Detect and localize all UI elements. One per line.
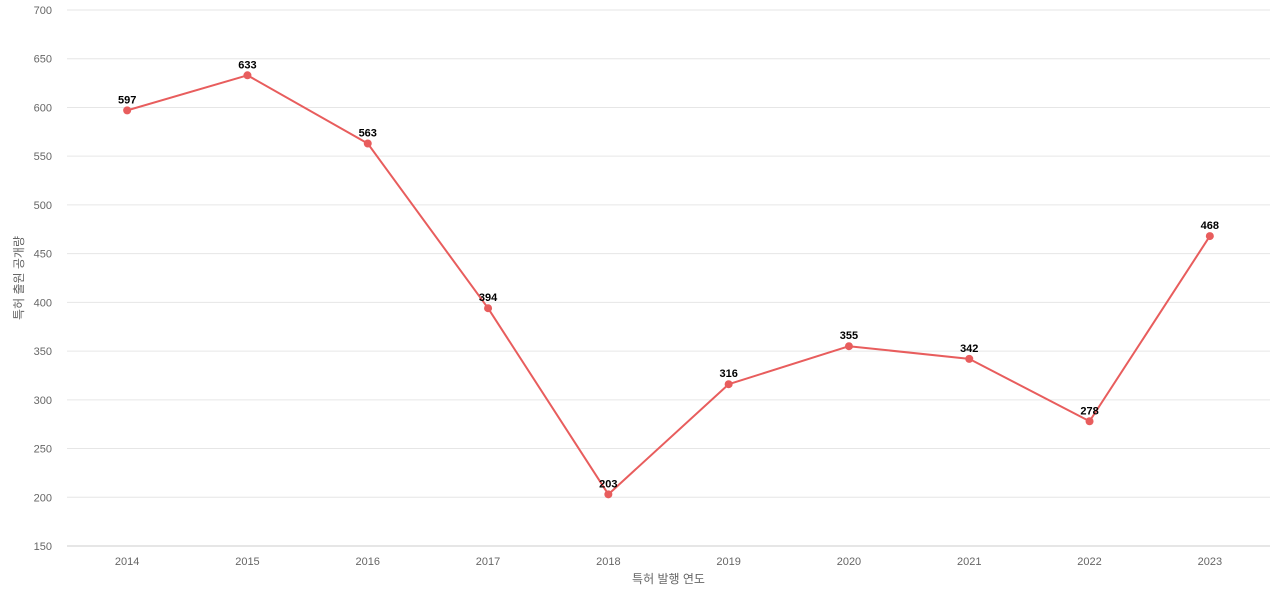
data-label: 633 bbox=[238, 59, 256, 71]
y-tick-label: 350 bbox=[34, 346, 52, 358]
x-tick-label: 2021 bbox=[957, 556, 981, 568]
y-tick-label: 500 bbox=[34, 200, 52, 212]
data-label: 316 bbox=[719, 368, 737, 380]
x-axis-ticks: 2014 2015 2016 2017 2018 2019 2020 2021 2022 2023 bbox=[115, 556, 1222, 568]
x-tick-label: 2014 bbox=[115, 556, 139, 568]
data-label: 278 bbox=[1080, 405, 1098, 417]
data-label: 342 bbox=[960, 343, 978, 355]
data-label: 468 bbox=[1201, 220, 1219, 232]
y-tick-label: 300 bbox=[34, 395, 52, 407]
x-tick-label: 2015 bbox=[235, 556, 259, 568]
data-point[interactable] bbox=[604, 490, 613, 499]
x-tick-label: 2020 bbox=[837, 556, 861, 568]
y-tick-label: 250 bbox=[34, 444, 52, 456]
y-tick-label: 450 bbox=[34, 249, 52, 261]
y-axis-title: 특허 출원 공개량 bbox=[12, 236, 26, 320]
y-tick-label: 650 bbox=[34, 54, 52, 66]
x-tick-label: 2023 bbox=[1198, 556, 1222, 568]
data-point[interactable] bbox=[724, 380, 733, 389]
y-tick-label: 600 bbox=[34, 102, 52, 114]
x-axis-title: 특허 발행 연도 bbox=[632, 571, 705, 586]
data-point[interactable] bbox=[1205, 232, 1214, 241]
data-point[interactable] bbox=[1085, 417, 1094, 426]
y-tick-label: 700 bbox=[34, 5, 52, 17]
data-point[interactable] bbox=[123, 106, 132, 115]
data-label: 563 bbox=[359, 128, 377, 140]
data-point[interactable] bbox=[965, 354, 974, 363]
x-tick-label: 2017 bbox=[476, 556, 500, 568]
x-tick-label: 2019 bbox=[716, 556, 740, 568]
data-point[interactable] bbox=[363, 139, 372, 148]
x-tick-label: 2018 bbox=[596, 556, 620, 568]
data-label: 394 bbox=[479, 292, 498, 304]
data-point[interactable] bbox=[484, 304, 493, 313]
grid-layer bbox=[67, 9, 1270, 498]
x-tick-label: 2016 bbox=[356, 556, 380, 568]
y-tick-label: 150 bbox=[34, 541, 52, 553]
data-point[interactable] bbox=[243, 71, 252, 80]
data-label: 355 bbox=[840, 330, 858, 342]
x-tick-label: 2022 bbox=[1077, 556, 1101, 568]
series-line bbox=[126, 74, 1211, 496]
data-label: 597 bbox=[118, 94, 136, 106]
series-layer bbox=[123, 71, 1214, 499]
data-labels-layer: 597 633 563 394 203 316 355 342 278 468 bbox=[118, 59, 1219, 490]
y-tick-label: 550 bbox=[34, 151, 52, 163]
y-tick-label: 200 bbox=[34, 492, 52, 504]
y-tick-label: 400 bbox=[34, 297, 52, 309]
y-axis-ticks: 150 200 250 300 350 400 450 500 550 600 650 700 bbox=[34, 5, 52, 553]
data-point[interactable] bbox=[844, 342, 853, 351]
data-label: 203 bbox=[599, 478, 617, 490]
